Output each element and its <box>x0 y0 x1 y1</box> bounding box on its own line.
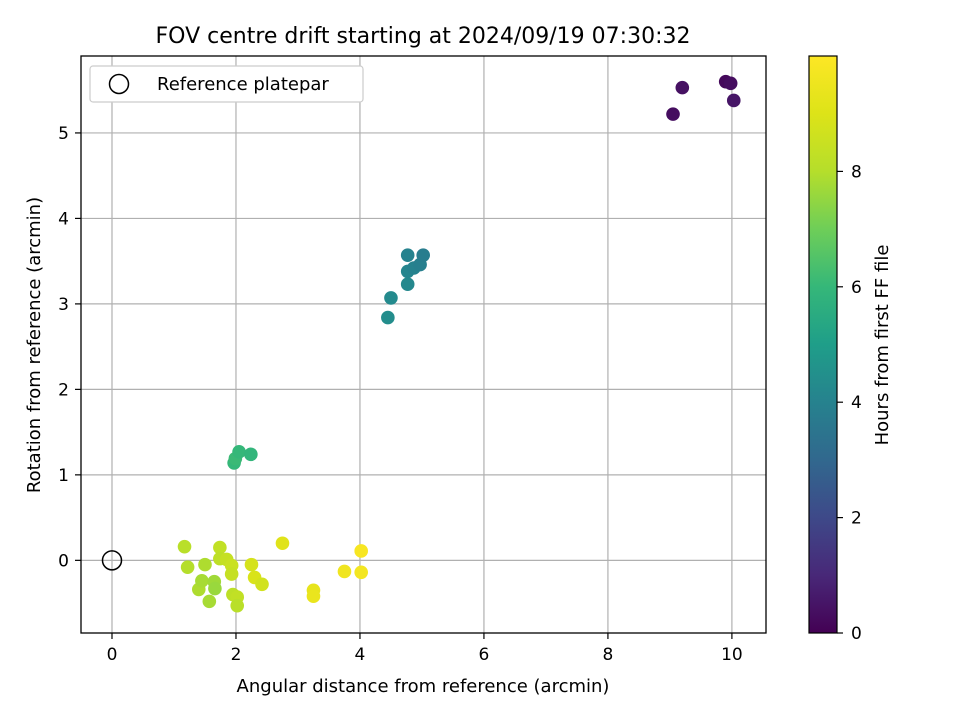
data-point-16 <box>244 447 258 462</box>
data-point-24 <box>208 581 222 596</box>
colorbar-tick-label-0: 0 <box>851 624 862 644</box>
data-point-3 <box>723 76 738 91</box>
x-axis-label: Angular distance from reference (arcmin) <box>237 676 610 697</box>
reference-marker <box>101 550 123 571</box>
colorbar-label: Hours from first FF file <box>872 245 893 446</box>
reference-point <box>101 550 123 571</box>
x-tick-label-5: 10 <box>721 645 743 665</box>
y-tick-label-5: 5 <box>58 124 69 144</box>
x-tick-label-2: 4 <box>355 645 366 665</box>
data-point-15 <box>232 444 246 459</box>
data-point-17 <box>177 539 192 554</box>
y-tick-label-4: 4 <box>58 209 69 229</box>
y-axis-label: Rotation from reference (arcmin) <box>24 197 45 493</box>
x-tick-label-4: 8 <box>603 645 614 665</box>
data-point-1 <box>675 80 690 95</box>
x-tick-label-0: 0 <box>107 645 118 665</box>
data-point-20 <box>195 574 209 588</box>
colorbar-gradient <box>808 55 838 634</box>
data-point-5 <box>381 310 395 325</box>
data-point-38 <box>306 589 321 604</box>
data-point-12 <box>416 248 430 262</box>
data-point-36 <box>275 536 290 551</box>
colorbar-ticks: 0 2 4 6 8 <box>837 162 862 644</box>
data-point-29 <box>224 567 239 581</box>
y-tick-label-1: 1 <box>58 466 69 486</box>
legend-marker-ref <box>108 73 130 95</box>
data-points <box>177 74 741 613</box>
data-point-40 <box>354 544 368 558</box>
data-point-0 <box>666 107 680 121</box>
data-point-21 <box>198 557 212 572</box>
y-axis-ticks: 0 1 2 3 4 5 <box>58 124 81 571</box>
legend-label: Reference platepar <box>157 74 329 95</box>
colorbar-tick-label-3: 6 <box>851 278 862 298</box>
y-tick-label-0: 0 <box>58 551 69 571</box>
colorbar-tick-label-4: 8 <box>851 162 862 182</box>
x-axis-ticks: 0 2 4 6 8 10 <box>107 633 743 665</box>
data-point-35 <box>255 577 269 592</box>
data-point-22 <box>202 594 217 609</box>
colorbar-tick-label-1: 2 <box>851 509 862 529</box>
data-point-39 <box>337 564 352 579</box>
data-point-41 <box>354 565 368 580</box>
colorbar-tick-label-2: 4 <box>851 393 862 413</box>
data-point-33 <box>244 557 259 572</box>
plot-frame <box>80 55 767 634</box>
data-point-18 <box>180 560 195 574</box>
y-tick-label-3: 3 <box>58 295 69 315</box>
data-point-11 <box>400 248 415 262</box>
data-point-32 <box>230 598 245 613</box>
y-tick-label-2: 2 <box>58 380 69 400</box>
data-point-7 <box>400 277 415 292</box>
x-tick-label-1: 2 <box>231 645 242 665</box>
grid-lines <box>81 56 766 633</box>
data-point-6 <box>384 291 398 305</box>
data-point-4 <box>726 93 741 108</box>
legend-box <box>89 65 364 103</box>
chart-title: FOV centre drift starting at 2024/09/19 … <box>156 24 691 49</box>
x-tick-label-3: 6 <box>479 645 490 665</box>
legend: Reference platepar <box>89 65 364 103</box>
colorbar: 0 2 4 6 8 Hours from first FF file <box>808 55 893 644</box>
data-point-25 <box>213 540 227 555</box>
